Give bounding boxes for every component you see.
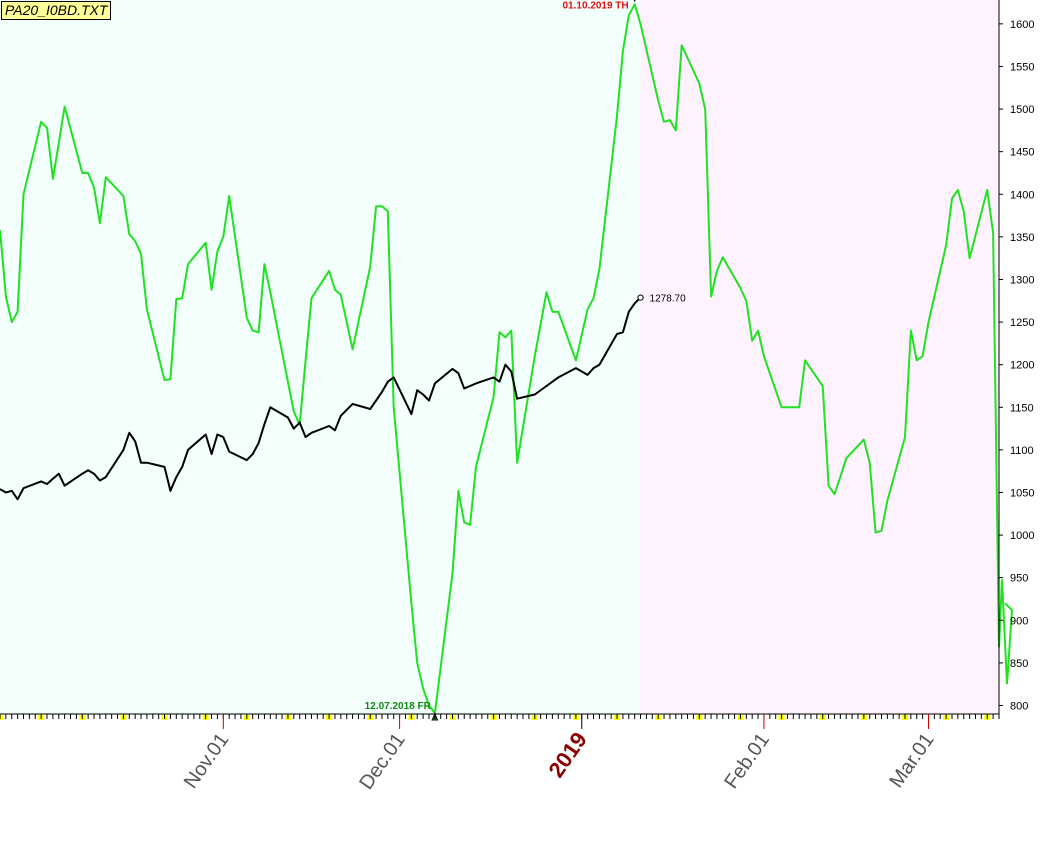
shade-future	[640, 0, 999, 714]
series-line-green-tail	[998, 579, 1014, 685]
y-tick-label: 1000	[1010, 530, 1034, 542]
y-tick-label: 1550	[1010, 61, 1034, 73]
y-tick-label: 950	[1010, 573, 1028, 585]
y-tick-label: 1350	[1010, 232, 1034, 244]
y-tick-label: 1100	[1010, 445, 1034, 457]
last-value-label: 1278.70	[650, 294, 687, 305]
low-label: 12.07.2018 FR	[365, 701, 432, 712]
high-marker	[633, 0, 636, 3]
x-tick-label: 2019	[543, 728, 592, 782]
y-tick-label: 1200	[1010, 360, 1034, 372]
series-line-green	[0, 3, 1000, 715]
y-tick-label: 1150	[1010, 402, 1034, 414]
last-value-marker	[637, 294, 644, 301]
y-axis: 800 850 900 950 1000 1050 1100 1150 1200 1250 1300…	[998, 0, 1034, 716]
y-tick-label: 1500	[1010, 104, 1034, 116]
series-layer	[0, 3, 1014, 715]
x-axis: Nov.01 Dec.01 2019 Feb.01 Mar.01	[0, 713, 1000, 794]
y-tick-label: 1250	[1010, 317, 1034, 329]
y-tick-label: 800	[1010, 700, 1028, 712]
x-tick-label: Nov.01	[180, 729, 234, 792]
file-label: PA20_I0BD.TXT	[1, 1, 112, 20]
y-tick-label: 900	[1010, 615, 1028, 627]
y-tick-label: 850	[1010, 658, 1028, 670]
x-tick-label: Feb.01	[720, 729, 774, 793]
x-tick-label: Mar.01	[885, 729, 938, 792]
y-tick-label: 1600	[1010, 19, 1034, 31]
y-tick-label: 1050	[1010, 487, 1034, 499]
high-label: 01.10.2019 TH	[562, 0, 628, 11]
series-line-black	[0, 296, 642, 501]
y-tick-label: 1450	[1010, 147, 1034, 159]
week-marker	[0, 715, 3, 720]
y-tick-label: 1400	[1010, 189, 1034, 201]
x-tick-label: Dec.01	[355, 729, 409, 794]
y-tick-label: 1300	[1010, 274, 1034, 286]
shade-past	[0, 0, 641, 714]
